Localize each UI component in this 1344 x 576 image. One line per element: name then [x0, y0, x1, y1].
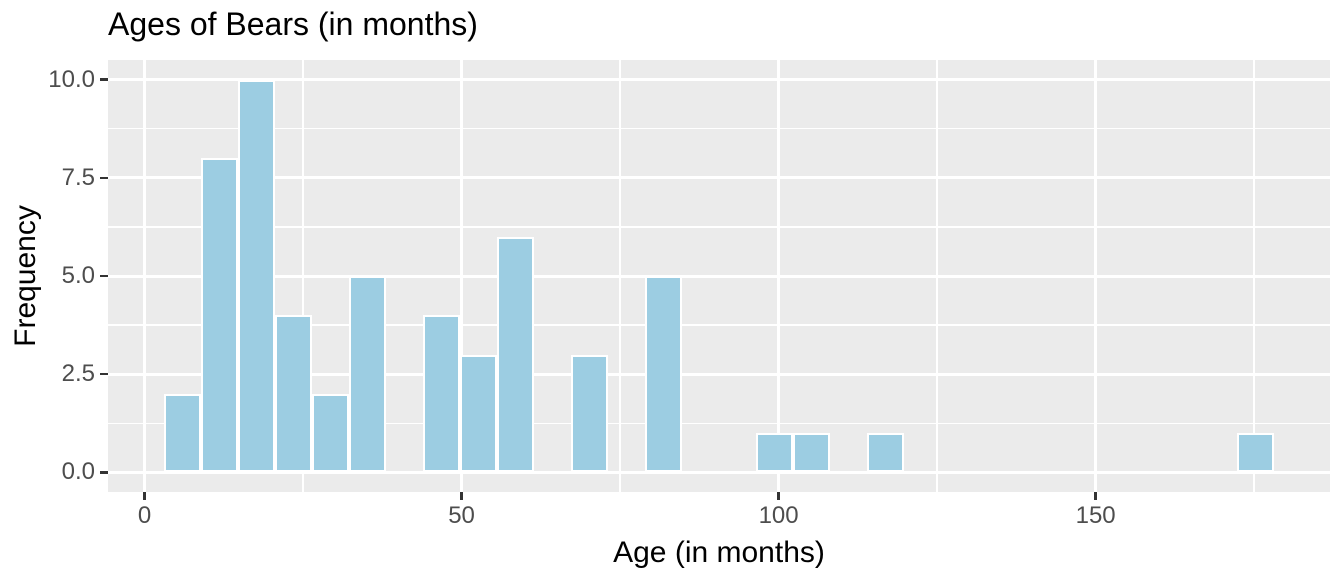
x-axis-tick — [143, 492, 146, 500]
histogram-bar — [274, 315, 312, 473]
y-axis-tick — [100, 372, 108, 376]
x-major-gridline — [1094, 60, 1098, 492]
histogram-bar — [867, 433, 905, 473]
x-axis-title: Age (in months) — [613, 536, 825, 569]
y-major-gridline — [108, 274, 1330, 278]
y-axis-tick — [100, 274, 108, 278]
histogram-bar — [496, 236, 534, 473]
x-axis-tick — [777, 492, 780, 500]
x-tick-label: 150 — [1075, 502, 1116, 529]
histogram-bar — [1237, 433, 1275, 473]
y-tick-label: 5.0 — [61, 262, 95, 289]
x-tick-label: 100 — [758, 502, 799, 529]
histogram-bar — [570, 354, 608, 473]
y-axis-title: Frequency — [9, 205, 42, 347]
y-axis-tick — [100, 471, 108, 474]
x-tick-label: 0 — [137, 502, 152, 529]
y-minor-gridline — [108, 422, 1330, 425]
histogram-bar — [163, 393, 201, 473]
y-tick-label: 7.5 — [61, 163, 95, 191]
histogram-bar — [348, 276, 386, 473]
y-tick-label: 0.0 — [61, 458, 95, 486]
y-major-gridline — [108, 78, 1330, 82]
x-major-gridline — [777, 60, 781, 492]
x-major-gridline — [143, 60, 147, 492]
y-major-gridline — [108, 372, 1330, 376]
plot-panel — [108, 60, 1330, 492]
histogram-bar — [459, 354, 497, 473]
y-axis-tick — [100, 78, 108, 81]
histogram-bar — [200, 158, 238, 473]
x-axis-tick — [460, 492, 463, 500]
y-major-gridline — [108, 176, 1330, 180]
y-minor-gridline — [108, 127, 1330, 130]
y-tick-label: 2.5 — [61, 360, 95, 388]
x-major-gridline — [460, 60, 464, 492]
histogram-bar — [756, 433, 794, 473]
histogram-bar — [422, 315, 460, 473]
histogram-bar — [793, 433, 831, 473]
y-major-gridline — [108, 470, 1330, 474]
y-axis-tick — [100, 176, 108, 180]
y-minor-gridline — [108, 226, 1330, 228]
histogram-bar — [644, 276, 682, 473]
chart-title: Ages of Bears (in months) — [108, 6, 478, 42]
histogram-bar — [311, 393, 349, 473]
x-tick-label: 50 — [448, 502, 475, 529]
y-minor-gridline — [108, 324, 1330, 326]
y-tick-label: 10.0 — [48, 65, 95, 93]
histogram-bar — [237, 79, 275, 473]
x-axis-tick — [1094, 492, 1097, 500]
